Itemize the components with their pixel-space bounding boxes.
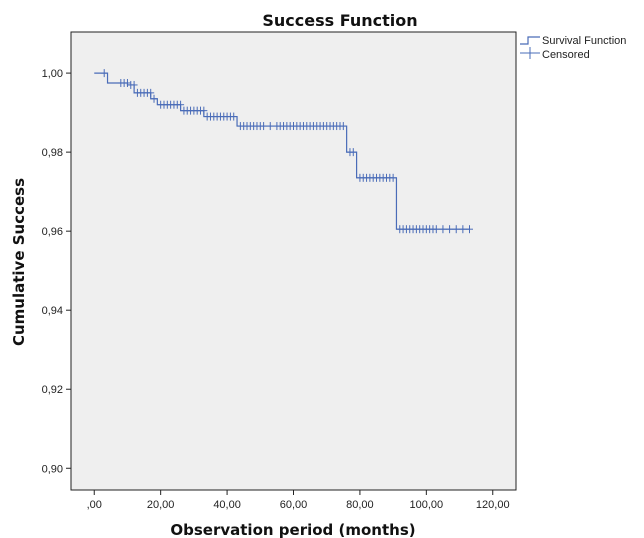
censored-marker xyxy=(339,122,347,131)
x-tick-label: 20,00 xyxy=(147,499,175,511)
legend: Survival Function Censored xyxy=(520,35,626,61)
plot-area xyxy=(70,31,517,491)
legend-line-icon xyxy=(520,36,540,45)
y-tick-label: 0,94 xyxy=(42,305,63,317)
censored-marker xyxy=(147,88,155,97)
censored-marker xyxy=(349,148,357,157)
censored-marker xyxy=(177,100,185,109)
x-tick-label: ,00 xyxy=(87,499,102,511)
censored-marker xyxy=(230,112,238,121)
x-tick-label: 60,00 xyxy=(280,499,308,511)
y-tick-label: 0,98 xyxy=(42,147,63,159)
legend-label-censored: Censored xyxy=(542,49,590,61)
x-tick-label: 80,00 xyxy=(346,499,374,511)
censored-marker xyxy=(260,122,268,131)
y-axis-title: Cumulative Success xyxy=(10,178,28,346)
censored-marker xyxy=(432,225,440,234)
censored-marker xyxy=(459,225,467,234)
y-tick-label: 0,96 xyxy=(42,226,63,238)
x-tick-label: 120,00 xyxy=(476,499,510,511)
x-tick-label: 40,00 xyxy=(213,499,241,511)
x-axis-title: Observation period (months) xyxy=(170,521,415,538)
series-layer xyxy=(94,69,474,234)
censored-marker xyxy=(466,225,474,234)
censored-marker xyxy=(100,69,108,78)
censored-marker xyxy=(200,106,208,115)
censored-marker xyxy=(389,173,397,182)
legend-label-survival: Survival Function xyxy=(542,35,626,47)
y-tick-label: 0,90 xyxy=(42,463,63,475)
censored-marker xyxy=(452,225,460,234)
censored-marker xyxy=(446,225,454,234)
y-tick-label: 0,92 xyxy=(42,384,63,396)
censored-marker xyxy=(266,122,274,131)
x-tick-label: 100,00 xyxy=(410,499,444,511)
censored-marker xyxy=(130,80,138,89)
censored-marker xyxy=(150,94,158,103)
censored-marker xyxy=(123,78,131,87)
y-tick-label: 1,00 xyxy=(42,68,63,80)
censored-marker xyxy=(439,225,447,234)
chart-title: Success Function xyxy=(262,11,417,30)
axes: ,00 20,00 40,00 60,00 80,00 100,00 120,00 0,90 0… xyxy=(42,68,510,511)
